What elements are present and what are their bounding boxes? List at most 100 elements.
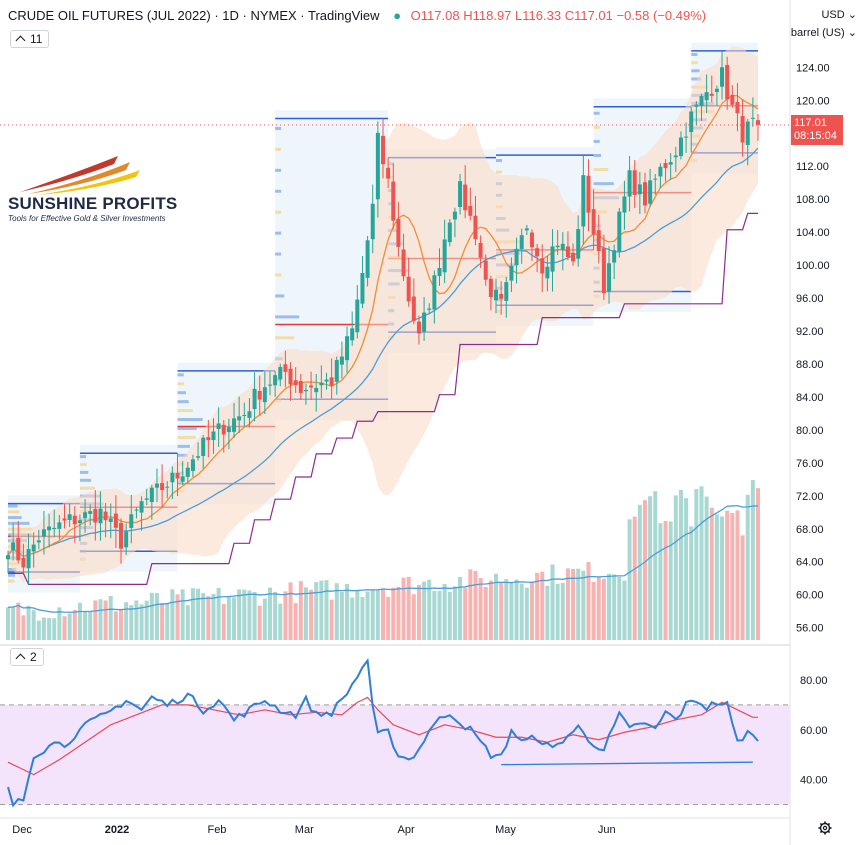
- volume-profile-bar: [593, 168, 609, 172]
- candle-body: [339, 356, 344, 365]
- volume-bar: [632, 516, 637, 640]
- candle: [565, 231, 570, 261]
- candle-body: [494, 289, 499, 301]
- candle: [365, 235, 370, 287]
- candle: [750, 97, 755, 127]
- candle: [293, 367, 298, 393]
- volume-bar: [206, 596, 211, 640]
- candle: [257, 375, 262, 416]
- candle: [149, 484, 154, 520]
- candle-body: [427, 308, 432, 310]
- volume-bar: [612, 574, 617, 640]
- volume-bar: [576, 568, 581, 640]
- candle-body: [375, 132, 380, 200]
- volume-bar: [119, 608, 124, 640]
- candle-body: [108, 518, 113, 522]
- candle: [432, 270, 437, 324]
- volume-bar: [730, 512, 735, 640]
- unit-select[interactable]: barrel (US) ⌄: [791, 26, 857, 39]
- candle: [632, 160, 637, 208]
- candle: [88, 504, 93, 526]
- candle: [411, 278, 416, 325]
- candle: [232, 402, 237, 439]
- price-tick-label: 124.00: [796, 62, 830, 74]
- candle-body: [591, 209, 596, 235]
- volume-bar: [108, 595, 113, 640]
- volume-bar: [709, 507, 714, 640]
- currency-label: USD: [821, 9, 845, 21]
- candle: [612, 244, 617, 280]
- candle-body: [673, 155, 678, 158]
- candle: [699, 93, 704, 121]
- candle-body: [416, 321, 421, 334]
- volume-profile-bar: [8, 516, 22, 520]
- chart-header: CRUDE OIL FUTURES (JUL 2022) · 1D · NYME…: [8, 8, 706, 23]
- logo-brand: SUNSHINE PROFITS: [8, 194, 178, 213]
- candle: [221, 420, 226, 453]
- candle-body: [442, 239, 447, 273]
- candle: [339, 341, 344, 379]
- candle-body: [468, 206, 473, 216]
- candle: [709, 75, 714, 103]
- open-value: O117.08: [410, 8, 460, 23]
- rsi-indicators-toggle[interactable]: 2: [10, 648, 44, 666]
- price-tick-label: 80.00: [796, 425, 824, 437]
- candle-body: [77, 520, 82, 524]
- candle-body: [653, 178, 658, 180]
- gear-icon[interactable]: [818, 821, 832, 835]
- candle-body: [252, 388, 257, 410]
- candle-body: [391, 181, 396, 221]
- candle-body: [586, 175, 591, 213]
- candle: [406, 257, 411, 307]
- volume-bar: [447, 591, 452, 640]
- volume-bar: [463, 587, 468, 640]
- candle: [57, 514, 62, 540]
- volume-bar: [180, 589, 185, 640]
- candle-body: [165, 486, 170, 488]
- candle-body: [581, 175, 586, 227]
- volume-bar: [422, 581, 427, 640]
- volume-bar: [745, 494, 750, 640]
- candle: [288, 362, 293, 401]
- volume-bar: [242, 589, 247, 640]
- candle: [545, 255, 550, 292]
- candle: [514, 237, 519, 284]
- volume-bar: [309, 589, 314, 640]
- volume-bar: [314, 582, 319, 640]
- candle: [355, 285, 360, 339]
- low-value: L116.33: [515, 8, 562, 23]
- volume-profile-bar: [8, 573, 16, 577]
- volume-bar: [432, 590, 437, 640]
- candle-body: [190, 459, 195, 471]
- candle-body: [242, 414, 247, 416]
- volume-profile-bar: [496, 170, 503, 174]
- bar-countdown: 08:15:04: [794, 130, 837, 142]
- price-tick-label: 68.00: [796, 524, 824, 536]
- volume-bar: [226, 596, 231, 640]
- volume-bar: [607, 573, 612, 640]
- main-indicators-toggle[interactable]: 11: [10, 30, 50, 48]
- volume-bar: [6, 607, 10, 640]
- candle-body: [411, 296, 416, 321]
- candle: [319, 365, 324, 399]
- candle: [201, 434, 206, 469]
- candle: [119, 518, 124, 564]
- volume-bar: [360, 597, 365, 640]
- price-tick-label: 96.00: [796, 293, 824, 305]
- volume-bar: [93, 600, 98, 640]
- candle-body: [319, 382, 324, 386]
- currency-select[interactable]: USD ⌄: [821, 8, 857, 21]
- volume-profile-bar: [177, 453, 188, 457]
- candle: [108, 503, 113, 539]
- volume-bar: [144, 600, 149, 640]
- rsi-trendline: [501, 761, 753, 766]
- volume-bar: [714, 514, 719, 640]
- candle: [504, 277, 509, 318]
- candle-body: [596, 230, 601, 252]
- volume-bar: [232, 597, 237, 640]
- candle-body: [26, 548, 31, 569]
- volume-bar: [401, 577, 406, 640]
- volume-bar: [57, 607, 62, 640]
- candle-body: [201, 437, 206, 456]
- candle-body: [458, 181, 463, 207]
